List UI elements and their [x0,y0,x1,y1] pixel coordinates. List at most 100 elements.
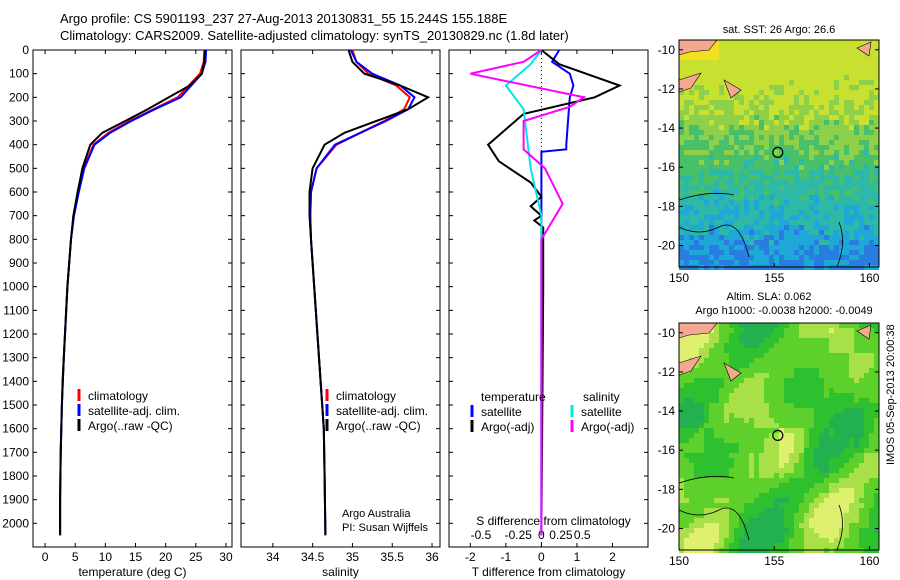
map-frame [678,322,880,551]
ytick-label: 1700 [2,445,29,459]
xtick-label: 15 [129,550,143,564]
s-tick-label: 0.5 [574,528,591,542]
xaxis-label: T difference from climatology [472,565,626,579]
s-tick-label: -0.25 [505,528,533,542]
xaxis-label: salinity [322,565,359,579]
xtick-label: 35.5 [381,550,405,564]
ytick-label: 1400 [2,374,29,388]
land-patch [856,41,872,57]
land-patch [723,362,742,382]
panel-frame-3 [448,49,649,548]
xtick-label: 5 [72,550,79,564]
xaxis-label: temperature (deg C) [78,565,186,579]
contour-line [678,507,750,541]
land-patch [723,79,742,99]
legend-label: satellite-adj. clim. [336,404,428,418]
ytick-label: 1900 [2,493,29,507]
ytick-label: 1100 [3,303,29,317]
ytick-label: 1200 [2,327,29,341]
ytick-label: 1500 [2,398,29,412]
ytick-label: 900 [9,256,29,270]
map-ytick-label: -20 [658,521,676,535]
xtick-label: 0 [538,550,545,564]
xtick-label: 20 [159,550,173,564]
map-heatmap-1 [679,40,879,270]
map-heatmap-2 [679,323,879,553]
panel-frame-1 [32,49,233,548]
ytick-label: 1300 [2,351,29,365]
map-title: sat. SST: 26 Argo: 26.6 [723,24,836,36]
series-line-argoadj [470,49,587,536]
series-line-argoadj [486,49,623,536]
ytick-label: 1600 [2,422,29,436]
chart-title-line2: Climatology: CARS2009. Satellite-adjuste… [60,28,569,43]
s-axis-label: S difference from climatology [476,514,631,528]
map-xtick-label: 160 [859,554,879,568]
ytick-label: 300 [9,114,29,128]
ytick-label: 500 [9,161,29,175]
xtick-label: 2 [609,550,616,564]
map-xtick-label: 155 [764,554,784,568]
map-ytick-label: -10 [658,326,676,340]
xtick-label: 34 [266,550,280,564]
argo-position-marker [772,429,784,442]
chart-title-line1: Argo profile: CS 5901193_237 27-Aug-2013… [60,11,508,26]
annotation-line: PI: Susan Wijffels [342,522,428,534]
map-ytick-label: -14 [658,121,676,135]
map-ytick-label: -12 [658,82,676,96]
ytick-label: 800 [9,232,29,246]
map-ytick-label: -10 [658,43,676,57]
argo-position-marker [772,146,784,159]
map-ytick-label: -14 [658,404,676,418]
map-ytick-label: -16 [658,160,676,174]
s-tick-label: 0.25 [549,528,573,542]
xtick-label: 35 [346,550,360,564]
ytick-label: 200 [9,90,29,104]
map-xtick-label: 155 [764,271,784,285]
legend-label: Argo(..raw -QC) [336,419,421,433]
map-ytick-label: -12 [658,365,676,379]
ytick-label: 1800 [2,469,29,483]
legend-label: Argo(-adj) [581,420,634,434]
legend-title: salinity [583,390,620,404]
ytick-label: 400 [9,138,29,152]
contour-line [678,475,735,484]
map-xtick-label: 150 [669,554,689,568]
legend-label: Argo(-adj) [481,420,534,434]
xtick-label: 34.5 [301,550,325,564]
legend-label: climatology [336,389,396,403]
xtick-label: 1 [574,550,581,564]
map-title: Altim. SLA: 0.062 [727,291,812,303]
xtick-label: 0 [42,550,49,564]
map-ytick-label: -20 [658,238,676,252]
xtick-label: -2 [465,550,476,564]
ytick-label: 2000 [2,516,29,530]
xtick-label: 36 [425,550,439,564]
series-line-argorawqc [308,49,431,536]
xtick-label: 25 [189,550,203,564]
legend-label: satellite [581,405,622,419]
legend-label: satellite [481,405,522,419]
xtick-label: 10 [99,550,113,564]
xtick-label: -1 [501,550,512,564]
map-subtitle: Argo h1000: -0.0038 h2000: -0.0049 [695,305,872,317]
ytick-label: 700 [9,209,29,223]
legend-title: temperature [481,390,546,404]
map-xtick-label: 150 [669,271,689,285]
ytick-label: 600 [9,185,29,199]
contour-line [678,224,750,258]
map-frame [678,39,880,268]
contour-line [836,221,843,268]
map-xtick-label: 160 [859,271,879,285]
annotation-line: Argo Australia [342,508,411,520]
legend-label: climatology [88,389,148,403]
series-line-argorawqc [59,49,206,536]
xtick-label: 30 [219,550,233,564]
legend-label: Argo(..raw -QC) [88,419,173,433]
ytick-label: 1000 [2,280,29,294]
land-patch [856,324,872,340]
contour-line [678,192,735,201]
map-ytick-label: -18 [658,482,676,496]
contour-line [836,504,843,551]
